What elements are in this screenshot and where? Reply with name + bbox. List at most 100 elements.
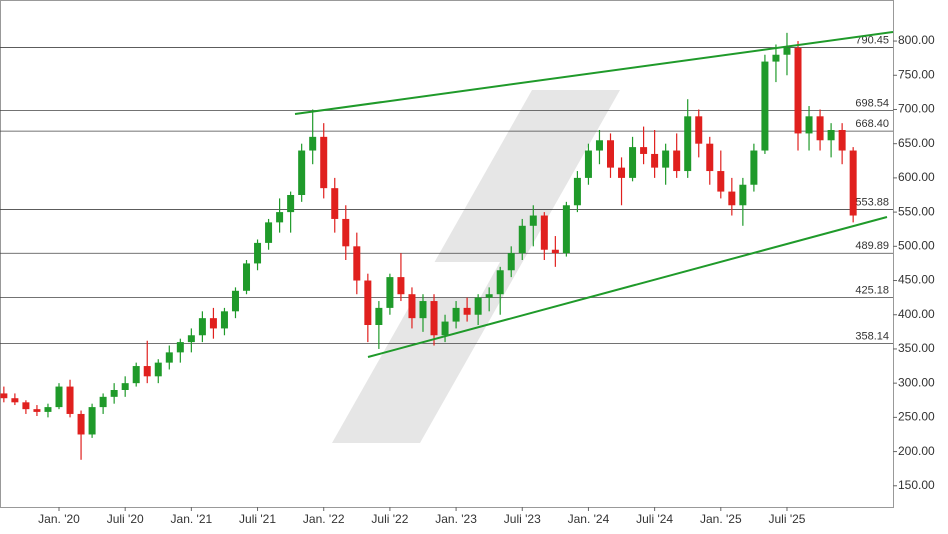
candle-body [529,215,537,226]
y-tick-label: 500.00 [898,238,935,252]
candle-body [684,116,692,172]
candle-body [331,188,339,219]
level-label: 489.89 [855,240,889,252]
candle-body [518,225,526,254]
trend-line-lower [367,216,888,358]
plot-frame [0,0,894,508]
candle-body [562,205,570,254]
candle-body [816,116,824,141]
candle-body [309,136,317,151]
candle-body [761,61,769,151]
candle-body [551,249,559,254]
candle-body [584,150,592,178]
candle-body [287,195,295,213]
candle-body [276,212,284,223]
candle-body [99,396,107,408]
candle-body [386,277,394,308]
candle-body [419,301,427,319]
candle-body [783,47,791,55]
candle-body [728,191,736,206]
candle-body [827,130,835,141]
candle-body [176,342,184,353]
y-tick-label: 750.00 [898,67,935,81]
candle-body [662,150,670,168]
y-tick-label: 450.00 [898,273,935,287]
x-tick-label: Juli '25 [768,512,805,526]
y-tick-label: 300.00 [898,375,935,389]
candle-body [673,150,681,172]
watermark [332,90,620,443]
candle-body [0,393,8,399]
candle-body [595,140,603,151]
candle-body [110,390,118,397]
candle-body [717,171,725,192]
candle-body [265,222,273,243]
candle-body [397,277,405,295]
candle-body [452,307,460,322]
candle-body [353,246,361,281]
candle-body [77,413,85,435]
candle-body [750,150,758,185]
candle-body [618,167,626,178]
candle-body [121,383,129,390]
y-tick-label: 250.00 [898,410,935,424]
candle-body [474,297,482,315]
level-label: 358.14 [855,330,889,342]
candle-body [243,263,251,291]
candle-body [430,301,438,336]
candle-body [706,143,714,172]
y-tick-label: 550.00 [898,204,935,218]
level-label: 698.54 [855,97,889,109]
candles [0,32,857,460]
y-tick-label: 350.00 [898,341,935,355]
candle-body [640,147,648,154]
watermark-slot [390,262,500,298]
y-tick-label: 400.00 [898,307,935,321]
candle-body [33,409,41,412]
candle-body [198,318,206,336]
y-tick-label: 150.00 [898,478,935,492]
x-tick-label: Jan. '24 [568,512,610,526]
candle-body [772,54,780,62]
candle-body [651,153,659,168]
x-tick-label: Jan. '23 [435,512,477,526]
candle-body [231,290,239,312]
candle-body [441,321,449,336]
level-label: 790.45 [855,34,889,46]
trend-line-upper [294,31,894,115]
candle-body [209,318,217,329]
candle-body [375,307,383,325]
candle-body [607,140,614,168]
candle-body [55,386,63,408]
candle-body [463,307,471,315]
candle-body [11,398,19,403]
candle-body [320,136,328,189]
candle-body [794,47,802,134]
candle-body [44,407,52,412]
level-label: 553.88 [855,196,889,208]
x-tick-label: Juli '22 [371,512,408,526]
y-tick-label: 700.00 [898,102,935,116]
x-tick-label: Juli '20 [107,512,144,526]
y-tick-label: 200.00 [898,444,935,458]
candle-body [88,407,96,435]
x-tick-label: Juli '21 [239,512,276,526]
level-label: 668.40 [855,118,889,130]
candle-body [805,116,813,134]
candle-body [154,362,162,377]
candle-body [849,150,857,216]
y-tick-label: 650.00 [898,136,935,150]
x-tick-label: Jan. '20 [38,512,80,526]
candle-body [298,150,306,195]
candle-body [507,253,515,271]
candle-body [838,130,846,151]
candle-body [22,402,30,410]
candle-body [695,116,703,144]
candle-body [496,270,504,295]
candle-body [485,294,493,298]
levels: 790.45 698.54 668.40 553.88 489.89 425.18 358.… [0,34,893,344]
x-tick-label: Juli '24 [636,512,673,526]
candle-body [540,215,548,250]
candle-body [165,352,173,363]
